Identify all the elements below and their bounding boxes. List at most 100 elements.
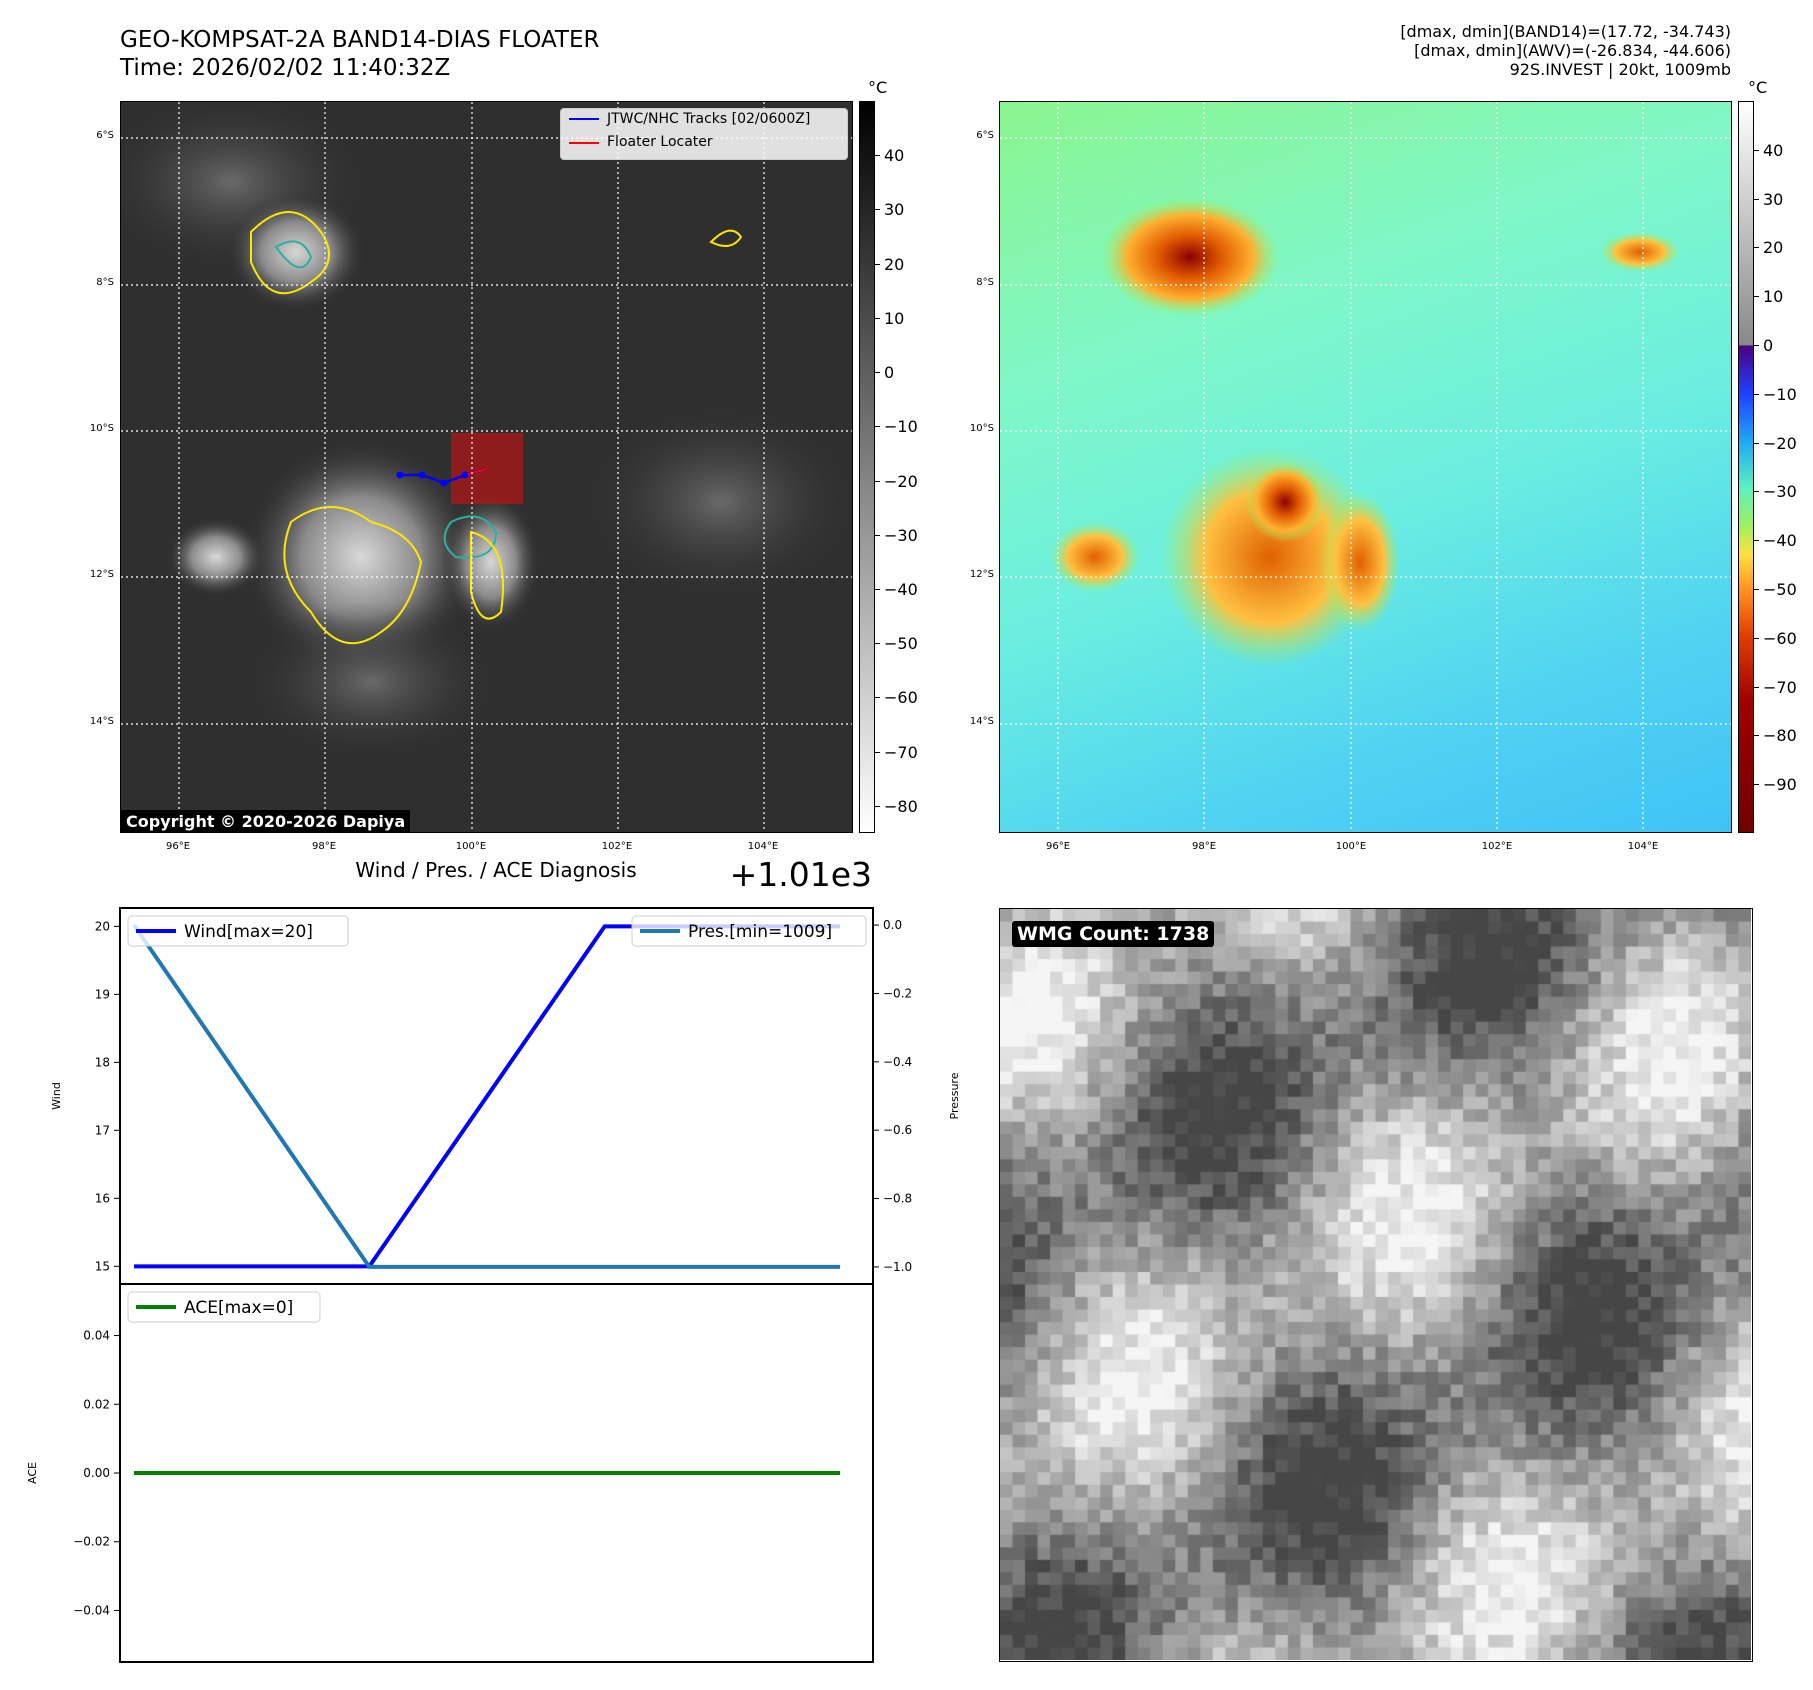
- colorbar-tick-label: −70: [884, 742, 918, 762]
- colorbar-tick-label: −90: [1763, 775, 1797, 795]
- lat-label: 10°S: [89, 423, 114, 434]
- track-legend-label: JTWC/NHC Tracks [02/0600Z]: [607, 111, 811, 127]
- wind-legend: [127, 915, 349, 947]
- colorbar-unit: °C: [1748, 78, 1768, 97]
- wmg-panel: WMG Count: 1738: [999, 908, 1753, 1662]
- colorbar-tick-label: −80: [884, 796, 918, 816]
- wind-axes: [119, 907, 874, 1285]
- title-line: GEO-KOMPSAT-2A BAND14-DIAS FLOATER: [120, 27, 600, 53]
- colorbar-tick: [1754, 491, 1759, 493]
- colorbar-tick-label: −30: [884, 525, 918, 545]
- lon-label: 104°E: [747, 841, 779, 852]
- colorbar-tick: [1754, 784, 1759, 786]
- colorbar-unit: °C: [868, 78, 888, 97]
- colorbar-tick: [875, 643, 880, 645]
- awv-colorbar: [1738, 101, 1754, 833]
- wind-axis-label: Wind: [50, 1082, 63, 1110]
- pressure-legend: [631, 915, 867, 947]
- lon-label: 98°E: [1191, 841, 1217, 852]
- colorbar-tick-label: −20: [884, 471, 918, 491]
- lat-label: 6°S: [976, 130, 994, 141]
- chart-title: Wind / Pres. / ACE Diagnosis: [355, 860, 636, 882]
- pressure-tick-label: −1.0: [883, 1260, 912, 1274]
- awv-map: [999, 101, 1732, 833]
- wind-line: [134, 924, 840, 1269]
- ir-imagery: [121, 102, 852, 832]
- colorbar-tick: [875, 426, 880, 428]
- awv-range: [dmax, dmin](AWV)=(-26.834, -44.606): [1414, 41, 1731, 60]
- colorbar-tick: [1754, 637, 1759, 639]
- pressure-line: [132, 923, 840, 1269]
- colorbar-tick: [875, 697, 880, 699]
- floater-legend-label: Floater Locater: [607, 134, 713, 150]
- colorbar-tick: [1754, 735, 1759, 737]
- colorbar-tick: [875, 751, 880, 753]
- colorbar-tick: [1754, 198, 1759, 200]
- lat-label: 14°S: [89, 716, 114, 727]
- floater-legend-icon: [569, 142, 599, 144]
- wind-tick-label: 19: [95, 987, 110, 1001]
- wind-legend-label: Wind[max=20]: [184, 922, 313, 942]
- pressure-offset-label: +1.01e3: [730, 860, 872, 894]
- floater-box: [451, 433, 523, 504]
- colorbar-tick-label: 30: [1763, 189, 1784, 209]
- colorbar-tick: [1754, 247, 1759, 249]
- colorbar-tick-label: 20: [1763, 238, 1784, 258]
- pressure-tick-label: 0.0: [883, 918, 902, 932]
- colorbar-tick-label: −10: [1763, 384, 1797, 404]
- wind-tick-label: 17: [95, 1123, 110, 1137]
- pressure-legend-label: Pres.[min=1009]: [688, 922, 832, 942]
- lon-label: 100°E: [1335, 841, 1367, 852]
- colorbar-tick: [875, 155, 880, 157]
- track-legend-icon: [569, 118, 599, 120]
- colorbar-tick-label: 0: [884, 363, 895, 383]
- colorbar-tick: [1754, 589, 1759, 590]
- ir-colorbar: [859, 101, 875, 833]
- wind-tick-label: 18: [95, 1055, 110, 1069]
- colorbar-tick: [1754, 393, 1759, 395]
- colorbar-tick-label: 30: [884, 200, 905, 220]
- colorbar-tick-label: 0: [1763, 336, 1774, 355]
- colorbar-tick-label: −80: [1763, 726, 1797, 746]
- lon-label: 96°E: [1045, 841, 1071, 852]
- lat-label: 8°S: [976, 277, 994, 288]
- awv-imagery: [1000, 102, 1731, 832]
- lat-label: 10°S: [969, 423, 994, 434]
- ace-tick-label: −0.02: [73, 1535, 110, 1549]
- colorbar-tick: [875, 805, 880, 807]
- diagnosis-chart: Wind / Pres. / ACE Diagnosis +1.01e3 20 19 1…: [26, 860, 961, 1663]
- colorbar-tick: [1754, 149, 1759, 151]
- figure-title: GEO-KOMPSAT-2A BAND14-DIAS FLOATER Time:…: [120, 26, 600, 82]
- colorbar-tick-label: −40: [1763, 531, 1797, 551]
- wind-tick-label: 20: [95, 919, 110, 933]
- colorbar-tick: [875, 209, 880, 211]
- lon-label: 96°E: [165, 841, 191, 852]
- lon-label: 104°E: [1627, 841, 1659, 852]
- copyright-label: Copyright © 2020-2026 Dapiya: [121, 810, 411, 832]
- colorbar-tick: [875, 263, 880, 265]
- colorbar-tick: [875, 480, 880, 482]
- colorbar-tick-label: −70: [1763, 677, 1797, 697]
- pressure-axis-label: Pressure: [948, 1072, 961, 1119]
- lat-label: 14°S: [969, 716, 994, 727]
- wmg-imagery: [1000, 909, 1751, 1660]
- wind-tick-label: 15: [95, 1259, 110, 1273]
- colorbar-tick-label: −60: [884, 688, 918, 708]
- ace-tick-label: 0.04: [83, 1329, 110, 1343]
- lat-label: 12°S: [969, 569, 994, 580]
- colorbar-tick: [875, 372, 880, 374]
- pressure-tick-label: −0.6: [883, 1123, 912, 1137]
- colorbar-tick: [1754, 540, 1759, 542]
- ace-legend: [127, 1291, 321, 1323]
- colorbar-tick: [1754, 296, 1759, 298]
- lat-label: 6°S: [96, 130, 114, 141]
- colorbar-tick-label: −20: [1763, 433, 1797, 453]
- band14-range: [dmax, dmin](BAND14)=(17.72, -34.743): [1400, 22, 1731, 41]
- colorbar-tick-label: 40: [1763, 140, 1784, 160]
- time-line: Time: 2026/02/02 11:40:32Z: [120, 55, 451, 81]
- colorbar-tick: [1754, 686, 1759, 688]
- lat-label: 8°S: [96, 277, 114, 288]
- pressure-tick-label: −0.2: [883, 986, 912, 1000]
- colorbar-tick: [875, 317, 880, 319]
